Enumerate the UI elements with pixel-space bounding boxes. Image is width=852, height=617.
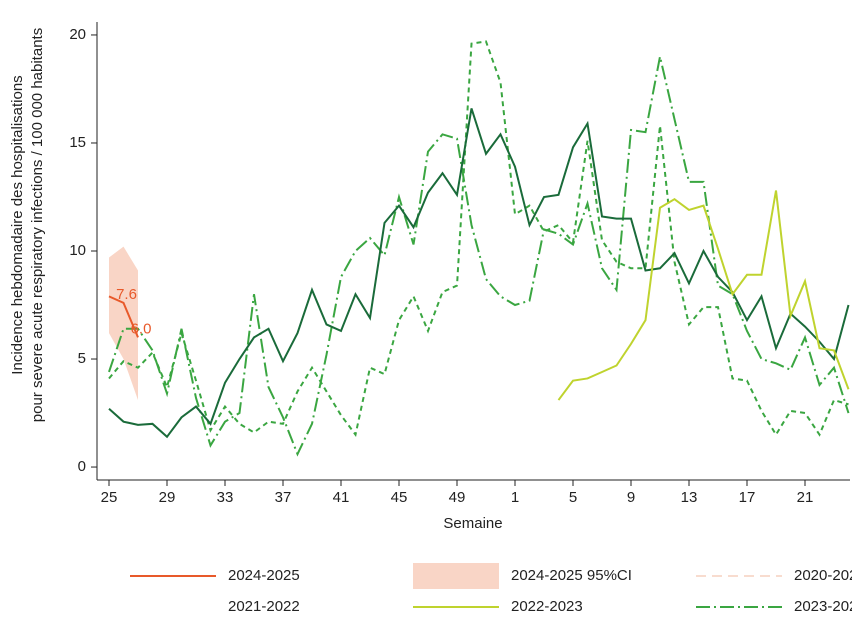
legend-label: 2024-2025 xyxy=(228,567,300,584)
y-tick-label: 20 xyxy=(69,26,86,43)
value-label: 6.0 xyxy=(131,320,152,337)
ci-band xyxy=(109,246,138,401)
series-line xyxy=(108,40,849,437)
x-tick-label: 29 xyxy=(159,489,176,506)
y-tick-label: 0 xyxy=(78,458,86,475)
x-tick-label: 9 xyxy=(627,489,635,506)
x-tick-label: 45 xyxy=(391,489,408,506)
series-line xyxy=(108,295,139,338)
x-tick-label: 17 xyxy=(739,489,756,506)
series-line xyxy=(108,56,850,457)
legend-label: 2024-2025 95%CI xyxy=(511,567,632,584)
x-tick-label: 41 xyxy=(333,489,350,506)
legend-label: 2021-2022 xyxy=(228,598,300,615)
y-tick-label: 5 xyxy=(78,350,86,367)
x-tick-label: 1 xyxy=(511,489,519,506)
x-tick-label: 25 xyxy=(101,489,118,506)
series-line xyxy=(557,190,850,401)
x-tick-label: 5 xyxy=(569,489,577,506)
x-axis-title: Semaine xyxy=(443,515,502,532)
y-axis-title: pour severe acute respiratory infections… xyxy=(29,28,46,422)
legend-label: 2022-2023 xyxy=(511,598,583,615)
legend-label: 2020-2021 xyxy=(794,567,852,584)
y-axis-title: Incidence hebdomadaire des hospitalisati… xyxy=(9,75,26,374)
legend-swatch xyxy=(413,563,499,589)
value-label: 7.6 xyxy=(116,286,137,303)
x-tick-label: 21 xyxy=(797,489,814,506)
x-tick-label: 13 xyxy=(681,489,698,506)
x-tick-label: 37 xyxy=(275,489,292,506)
y-tick-label: 10 xyxy=(69,242,86,259)
series-line xyxy=(108,108,850,439)
x-tick-label: 49 xyxy=(449,489,466,506)
y-tick-label: 15 xyxy=(69,134,86,151)
x-tick-label: 33 xyxy=(217,489,234,506)
legend-label: 2023-2024 xyxy=(794,598,852,615)
